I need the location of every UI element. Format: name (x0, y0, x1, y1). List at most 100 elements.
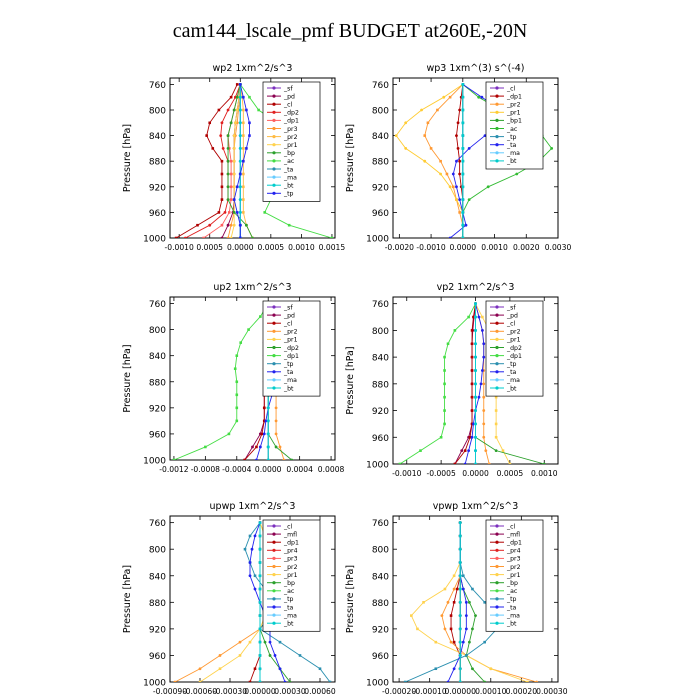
y-tick-label: 960 (149, 209, 166, 219)
data-point (422, 601, 425, 604)
legend-marker (495, 110, 499, 114)
data-point (204, 445, 207, 449)
x-tick-label: 0.0020 (513, 243, 540, 252)
legend-marker (495, 378, 499, 382)
data-point (477, 315, 481, 319)
data-point (456, 121, 460, 125)
data-point (248, 134, 251, 137)
legend-marker (272, 378, 276, 382)
data-point (226, 147, 230, 150)
legend-entry: _pr4 (283, 548, 298, 555)
legend-marker (495, 329, 499, 333)
legend-box (262, 519, 321, 632)
data-point (436, 108, 439, 112)
data-point (251, 445, 254, 449)
data-point (218, 654, 222, 657)
data-point (470, 395, 474, 399)
data-point (429, 147, 433, 150)
data-point (183, 236, 187, 238)
data-point (423, 159, 427, 163)
x-tick-label: 0.0030 (545, 243, 572, 252)
data-point (439, 159, 442, 163)
data-point (461, 172, 465, 176)
data-point (238, 134, 242, 138)
data-point (242, 211, 245, 214)
legend: _cl_mfl_dp1_pr4_pr3_pr2_pr1_bp_ac_tp_ta_… (485, 519, 544, 632)
x-tick-label: 0.00030 (536, 687, 568, 696)
chart-panel-6: vpwp 1xm^2/s^3 Pressure [hPa] 760 800 840 880… (345, 501, 568, 696)
legend-marker (272, 362, 276, 366)
legend-marker (272, 581, 276, 585)
data-point (219, 134, 223, 138)
legend-marker (272, 118, 276, 122)
data-point (278, 667, 282, 671)
legend-entry: _pr1 (283, 337, 298, 344)
legend-marker (272, 540, 276, 544)
y-tick-label: 920 (372, 183, 389, 193)
legend-marker (272, 151, 276, 155)
chart-title: wp2 1xm^2/s^3 (213, 63, 293, 74)
data-point (451, 185, 455, 189)
y-tick-label: 1000 (366, 679, 389, 689)
legend-marker (495, 345, 499, 350)
data-point (226, 236, 230, 238)
data-point (258, 534, 262, 538)
legend: _cl_mfl_dp1_pr4_pr3_pr2_pr1_bp_ac_tp_ta_… (262, 519, 321, 632)
legend-marker (495, 589, 499, 593)
data-point (233, 121, 237, 125)
data-point (482, 422, 486, 426)
chart-title: upwp 1xm^2/s^3 (210, 501, 296, 512)
data-point (474, 449, 477, 453)
legend-marker (272, 94, 276, 98)
data-point (515, 172, 519, 176)
legend-marker (272, 621, 276, 625)
legend-marker (495, 564, 499, 569)
legend-entry: _pr2 (506, 102, 521, 109)
data-point (263, 211, 267, 214)
y-tick-label: 800 (149, 546, 166, 556)
x-tick-label: -0.00030 (213, 687, 247, 696)
data-point (467, 198, 471, 202)
data-point (238, 83, 242, 86)
y-tick-label: 920 (372, 407, 389, 417)
legend-marker (495, 386, 499, 390)
data-point (467, 449, 471, 453)
legend-entry: _pr2 (283, 134, 298, 141)
data-point (248, 574, 252, 578)
data-point (232, 172, 236, 176)
legend-entry: _pr3 (283, 556, 298, 563)
legend-box (485, 519, 544, 632)
y-tick-label: 1000 (143, 235, 166, 245)
legend-marker (272, 532, 276, 536)
legend-entry: _ta (283, 604, 294, 611)
data-point (398, 462, 402, 464)
data-point (258, 561, 262, 564)
x-tick-label: 0.0000 (462, 469, 489, 478)
data-point (479, 382, 483, 386)
legend-marker (495, 135, 499, 139)
data-point (470, 329, 474, 332)
x-tick-label: 0.0000 (227, 243, 254, 252)
legend-entry: _ma (506, 377, 520, 384)
data-point (458, 198, 462, 202)
series-line (173, 303, 269, 460)
data-point (248, 534, 252, 538)
legend: _sf_pd _cl_dp2_dp1_pr3_pr2_pr1_bp_ac_ta_m… (262, 81, 321, 202)
y-tick-label: 800 (372, 107, 389, 117)
data-point (229, 185, 233, 189)
data-point (278, 640, 282, 644)
data-point (283, 680, 287, 682)
legend-marker (272, 370, 276, 374)
data-point (274, 432, 278, 436)
data-point (218, 667, 222, 671)
y-tick-label: 840 (372, 132, 389, 142)
data-point (482, 382, 486, 386)
data-point (262, 432, 266, 436)
legend-marker (495, 313, 499, 317)
data-point (446, 680, 450, 682)
legend-marker (272, 313, 276, 317)
legend-entry: _cl (506, 85, 515, 92)
legend-marker (495, 605, 499, 609)
x-tick-label: 0.0010 (531, 469, 558, 478)
data-point (258, 614, 262, 617)
